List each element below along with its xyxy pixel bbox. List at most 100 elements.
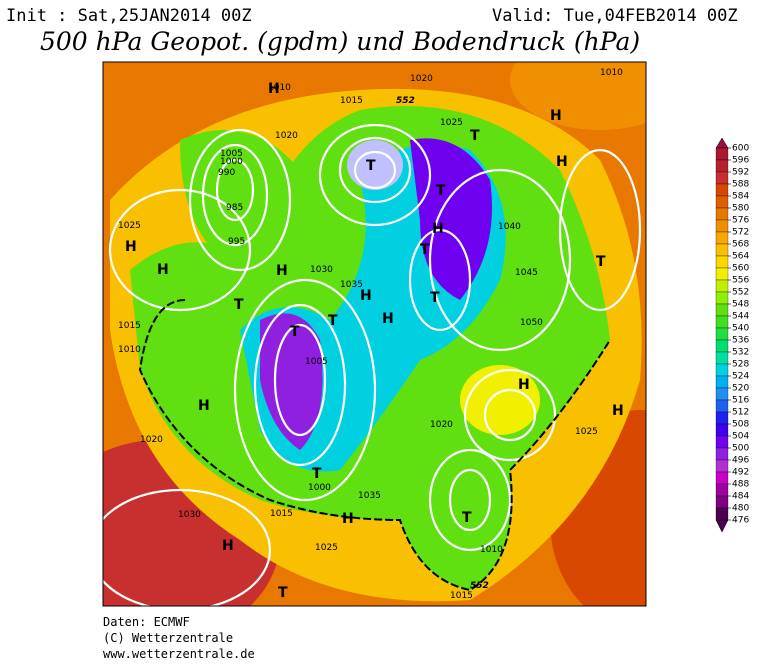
contour-label: 552 — [470, 581, 489, 591]
colorbar-label: 572 — [732, 228, 749, 238]
contour-label: 552 — [396, 96, 415, 106]
high-symbol: H — [276, 263, 288, 279]
colorbar-label: 588 — [732, 180, 749, 190]
low-symbol: T — [278, 585, 288, 601]
colorbar-swatch — [715, 471, 729, 485]
colorbar-label: 476 — [732, 516, 749, 526]
colorbar-swatch — [715, 291, 729, 305]
init-time: Init : Sat,25JAN2014 00Z — [6, 6, 252, 26]
colorbar-swatch — [715, 147, 729, 161]
colorbar-swatch — [715, 231, 729, 245]
isobars — [103, 123, 642, 606]
isobar-label: 1005 — [220, 149, 243, 159]
colorbar-swatch — [715, 459, 729, 473]
colorbar-swatch — [715, 507, 729, 521]
low-symbol: T — [312, 466, 322, 482]
colorbar-label: 564 — [732, 252, 749, 262]
low-symbol: T — [436, 183, 446, 199]
colorbar-label: 592 — [732, 168, 749, 178]
colorbar-label: 484 — [732, 492, 749, 502]
high-symbol: H — [550, 108, 562, 124]
high-symbol: H — [198, 398, 210, 414]
isobar-label: 1000 — [220, 157, 243, 167]
colorbar: 600 596 592 588 584 580 576 572 568 564 560 556 552 5… — [715, 137, 749, 533]
low-symbol: T — [366, 158, 376, 174]
low-symbol: T — [328, 313, 338, 329]
colorbar-label: 584 — [732, 192, 749, 202]
high-symbol: H — [556, 154, 568, 170]
isobar-label: 1010 — [268, 83, 291, 93]
colorbar-bottom-arrow — [715, 519, 729, 533]
isobar-label: 1010 — [600, 68, 623, 78]
footer-source: Daten: ECMWF — [103, 615, 190, 629]
high-symbol: H — [157, 262, 169, 278]
colorbar-label: 500 — [732, 444, 749, 454]
colorbar-label: 560 — [732, 264, 749, 274]
high-symbol: H — [612, 403, 624, 419]
colorbar-swatch — [715, 423, 729, 437]
low-symbol: T — [596, 254, 606, 270]
isobar-label: 995 — [228, 237, 245, 247]
isobar-label: 1005 — [305, 357, 328, 367]
isobar-label: 990 — [218, 168, 235, 178]
high-symbol: H — [125, 239, 137, 255]
footer-url: www.wetterzentrale.de — [103, 647, 255, 661]
high-symbol: H — [432, 221, 444, 237]
colorbar-label: 544 — [732, 312, 749, 322]
low-symbol: T — [290, 324, 300, 340]
colorbar-label: 540 — [732, 324, 749, 334]
colorbar-label: 568 — [732, 240, 749, 250]
colorbar-swatch — [715, 315, 729, 329]
colorbar-label: 504 — [732, 432, 749, 442]
high-symbol: H — [342, 511, 354, 527]
isobar-label: 985 — [226, 203, 243, 213]
colorbar-label: 600 — [732, 144, 749, 154]
low-symbol: T — [420, 242, 430, 258]
colorbar-swatch — [715, 243, 729, 257]
colorbar-label: 492 — [732, 468, 749, 478]
colorbar-swatch — [715, 255, 729, 269]
colorbar-swatch — [715, 159, 729, 173]
isobar-label: 1015 — [118, 321, 141, 331]
colorbar-label: 596 — [732, 156, 749, 166]
isobar-label: 1025 — [118, 221, 141, 231]
high-symbol: H — [222, 538, 234, 554]
isobar-label: 1020 — [275, 131, 298, 141]
high-symbol: H — [518, 377, 530, 393]
colorbar-label: 524 — [732, 372, 749, 382]
map-field — [103, 62, 646, 606]
isobar-label: 1020 — [140, 435, 163, 445]
colorbar-label: 516 — [732, 396, 749, 406]
isobar-label: 1050 — [520, 318, 543, 328]
colorbar-label: 536 — [732, 336, 749, 346]
isobar-label: 1030 — [310, 265, 333, 275]
low-symbol: T — [462, 510, 472, 526]
footer-copyright: (C) Wetterzentrale — [103, 631, 234, 645]
colorbar-label: 576 — [732, 216, 749, 226]
colorbar-swatch — [715, 303, 729, 317]
map-frame — [102, 61, 647, 607]
colorbar-swatch — [715, 351, 729, 365]
colorbar-swatch — [715, 267, 729, 281]
colorbar-label: 552 — [732, 288, 749, 298]
colorbar-label: 556 — [732, 276, 749, 286]
colorbar-swatch — [715, 171, 729, 185]
colorbar-swatch — [715, 399, 729, 413]
colorbar-label: 512 — [732, 408, 749, 418]
high-symbol: H — [268, 81, 280, 97]
isobar-label: 1015 — [340, 96, 363, 106]
map-title: 500 hPa Geopot. (gpdm) und Bodendruck (h… — [40, 27, 641, 56]
high-symbol: H — [382, 311, 394, 327]
isobar-label: 1020 — [410, 74, 433, 84]
colorbar-label: 488 — [732, 480, 749, 490]
isobar-label: 1020 — [430, 420, 453, 430]
colorbar-swatch — [715, 447, 729, 461]
colorbar-label: 532 — [732, 348, 749, 358]
colorbar-label: 548 — [732, 300, 749, 310]
isobar-label: 1040 — [498, 222, 521, 232]
colorbar-label: 528 — [732, 360, 749, 370]
colorbar-swatch — [715, 279, 729, 293]
isobar-label: 1015 — [450, 591, 473, 601]
colorbar-top-arrow — [715, 137, 729, 149]
